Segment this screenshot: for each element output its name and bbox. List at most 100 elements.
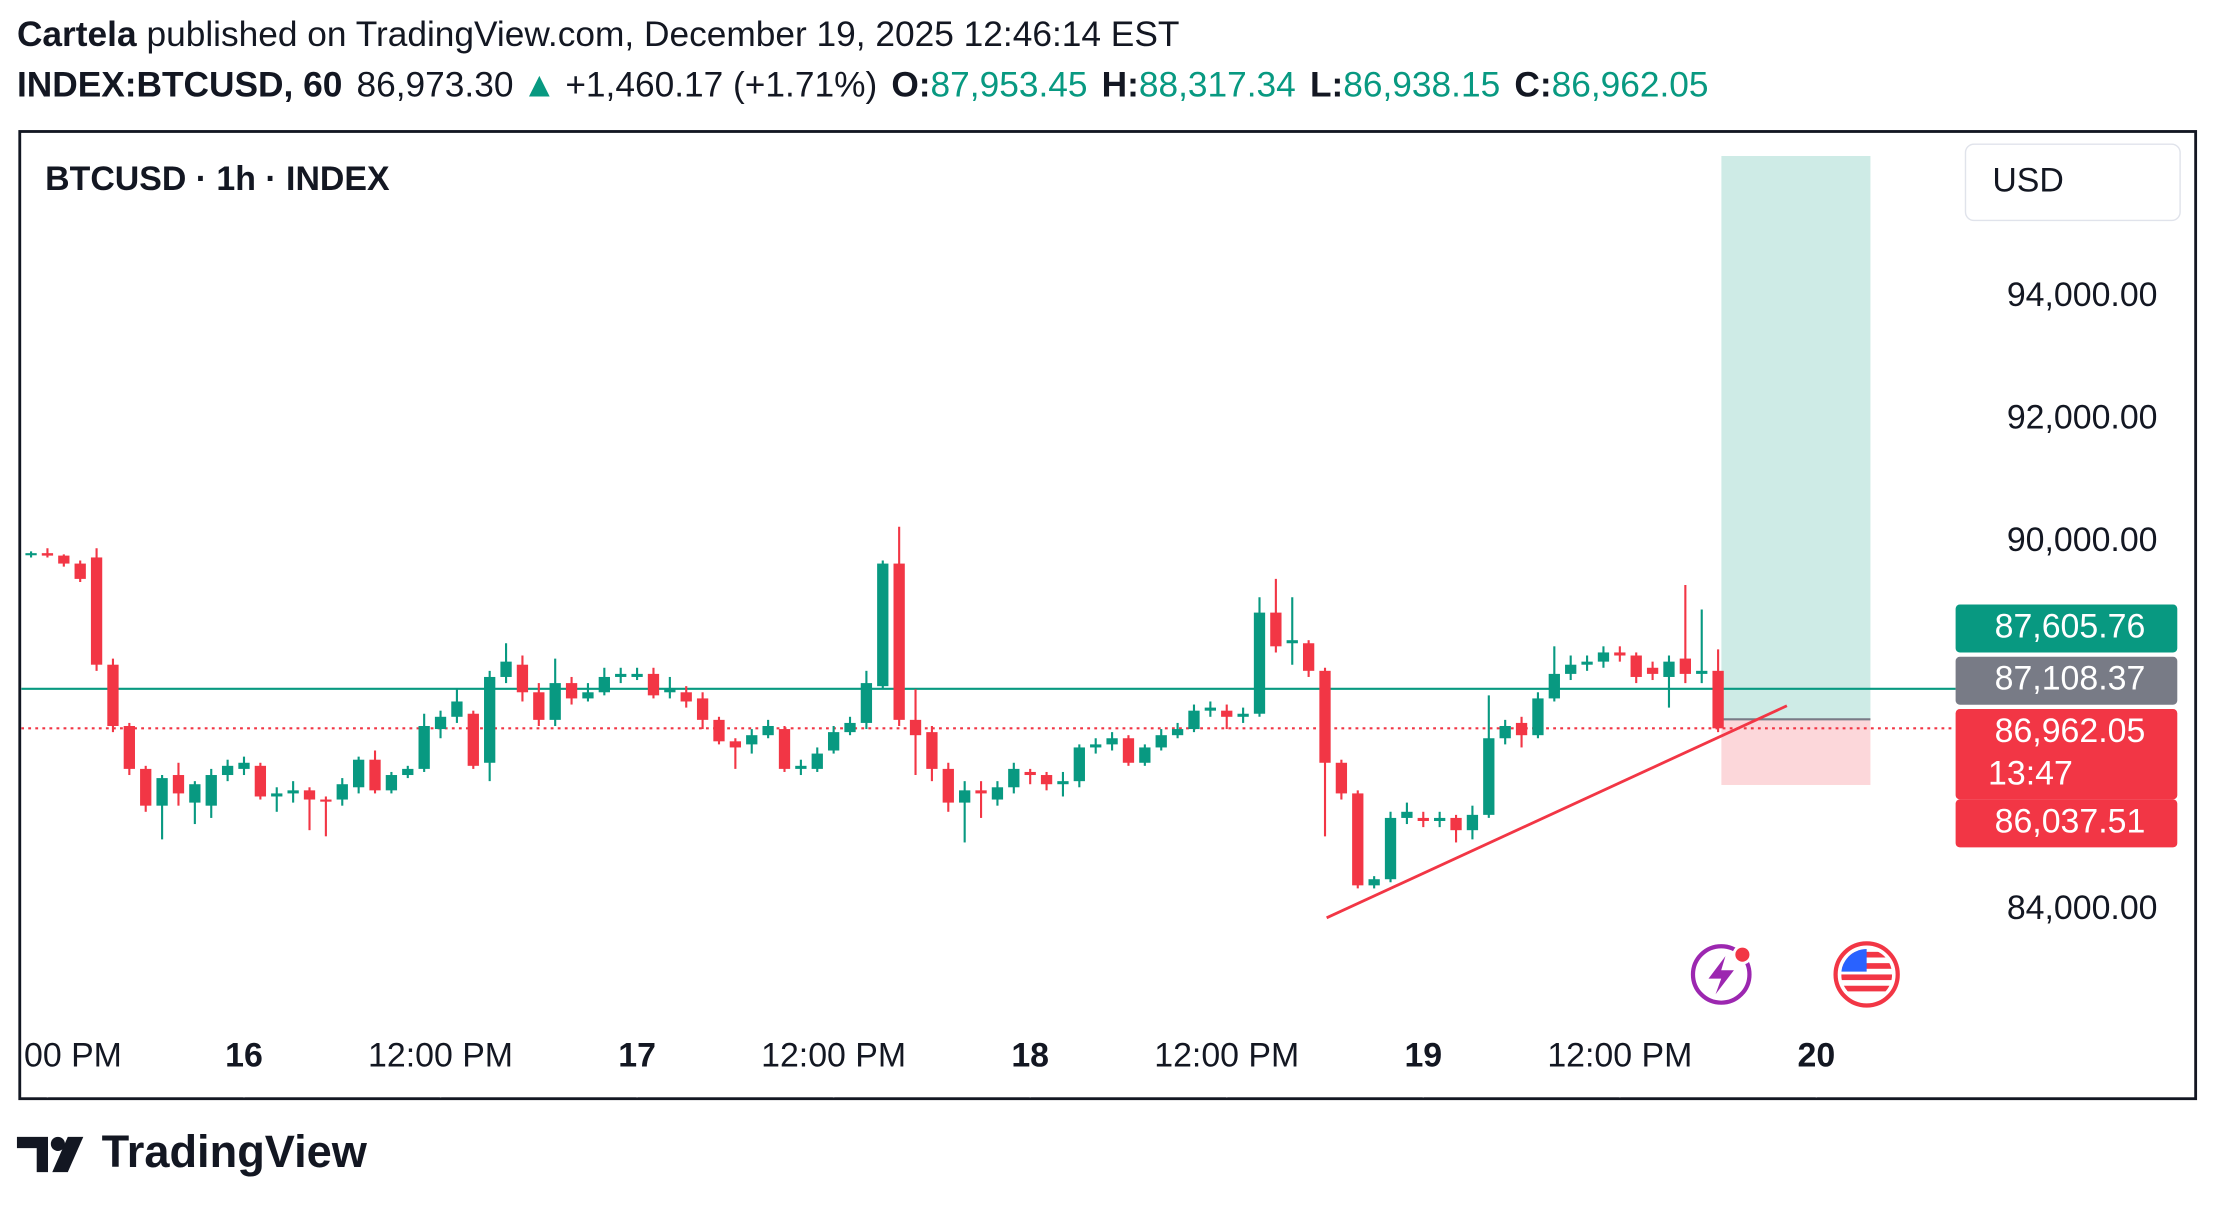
candle-body <box>74 563 86 579</box>
currency[interactable]: USD <box>1992 161 2064 199</box>
x-tick-label: 12:00 PM <box>1154 1037 1299 1075</box>
candle-body <box>647 673 660 696</box>
price-label-box <box>1955 799 2178 848</box>
candle-body <box>827 732 840 751</box>
candle-body <box>1434 817 1446 821</box>
candle-body <box>1384 817 1397 880</box>
candle-body <box>1646 667 1659 674</box>
candle-body <box>500 661 512 677</box>
events-icon[interactable] <box>1690 944 1753 1005</box>
candle-body <box>1171 729 1184 736</box>
price-label-box <box>1955 708 2178 800</box>
candle-body <box>1090 744 1102 748</box>
candle-body <box>959 790 971 803</box>
position-target <box>1721 155 1871 720</box>
candle-body <box>1106 738 1118 745</box>
price-label: 86,962.05 <box>1995 712 2146 750</box>
candle-body <box>1548 673 1560 699</box>
y-tick-label: 84,000.00 <box>2007 889 2158 927</box>
candle-body <box>1008 768 1020 788</box>
x-tick-label: 00 PM <box>24 1037 122 1075</box>
candle-body <box>713 719 725 742</box>
candle-body <box>156 778 168 806</box>
candle-body <box>615 673 627 677</box>
candle-body <box>1122 738 1135 763</box>
header-line-1: Cartela published on TradingView.com, Dec… <box>17 15 1179 54</box>
candle-body <box>1483 738 1495 815</box>
change-arrow: ▲ <box>522 66 557 105</box>
candle-body <box>1253 612 1266 714</box>
currency-box[interactable] <box>1964 143 2181 222</box>
candle-body <box>336 784 348 800</box>
countdown: 13:47 <box>1988 754 2073 792</box>
candle-body <box>107 664 119 726</box>
plot-area <box>21 155 1956 920</box>
price-label-box <box>1955 604 2178 653</box>
x-tick-label: 19 <box>1404 1037 1442 1075</box>
candle-body <box>303 790 316 800</box>
candle-body <box>533 692 545 720</box>
candle-body <box>1712 670 1724 729</box>
chart-frame <box>18 130 2198 1101</box>
flag-icon[interactable] <box>1833 941 1900 1008</box>
candle-body <box>565 683 578 699</box>
candle-body <box>680 692 692 702</box>
candle-body <box>58 555 70 564</box>
last-price: 86,973.30 <box>356 66 513 105</box>
candle-body <box>320 799 332 802</box>
x-tick-label: 12:00 PM <box>1547 1037 1692 1075</box>
ohlc-label: L: <box>1310 66 1343 105</box>
ohlc-value: 86,962.05 <box>1552 66 1709 105</box>
candle-body <box>1204 707 1217 711</box>
candle-body <box>1073 747 1085 782</box>
candle-body <box>664 689 676 693</box>
brand: TradingView <box>102 1126 368 1177</box>
candle-body <box>1466 814 1479 831</box>
header-line-2: INDEX:BTCUSD, 60 86,973.30 ▲ +1,460.17 (+1.… <box>17 66 1709 105</box>
price-label-box <box>1955 656 2178 705</box>
candle-body <box>762 725 774 736</box>
x-tick-label: 12:00 PM <box>761 1037 906 1075</box>
candle-body <box>25 553 37 556</box>
candle-body <box>385 775 398 791</box>
x-tick-label: 12:00 PM <box>368 1037 513 1075</box>
ohlc-label: C: <box>1514 66 1551 105</box>
candle-body <box>811 753 823 769</box>
candle-body <box>844 722 856 733</box>
candle-body <box>402 768 414 776</box>
price-label: 87,108.37 <box>1995 660 2146 698</box>
x-tick-label: 18 <box>1011 1037 1049 1075</box>
ohlc-value: 88,317.34 <box>1139 66 1296 105</box>
candle-body <box>1040 775 1053 785</box>
trend-line <box>1326 704 1788 920</box>
candle-body <box>926 732 938 769</box>
candle-body <box>1139 747 1151 763</box>
candle-body <box>1663 661 1675 677</box>
candle-body <box>1024 771 1036 776</box>
candle-body <box>729 741 742 748</box>
candle-body <box>467 713 479 766</box>
candle-body <box>1335 762 1348 794</box>
candle-body <box>1696 670 1708 674</box>
candle-body <box>1286 640 1298 644</box>
candle-body <box>1679 658 1691 674</box>
y-tick-label: 94,000.00 <box>2007 276 2158 314</box>
chart-title: BTCUSD · 1h · INDEX <box>45 160 390 198</box>
candle-body <box>778 729 791 769</box>
candle-body <box>860 683 873 723</box>
candle-body <box>1352 793 1364 886</box>
price-label: 87,605.76 <box>1995 607 2146 645</box>
candle-body <box>189 784 201 803</box>
x-tick-label: 17 <box>618 1037 656 1075</box>
candle-body <box>975 790 987 794</box>
candle-body <box>893 563 905 720</box>
candle-body <box>418 725 430 769</box>
candle-body <box>254 765 267 797</box>
candle-body <box>877 563 889 687</box>
candle-body <box>287 790 299 794</box>
candle-body <box>1630 655 1642 677</box>
tradingview-logo <box>16 1136 84 1173</box>
candle-body <box>582 692 594 699</box>
